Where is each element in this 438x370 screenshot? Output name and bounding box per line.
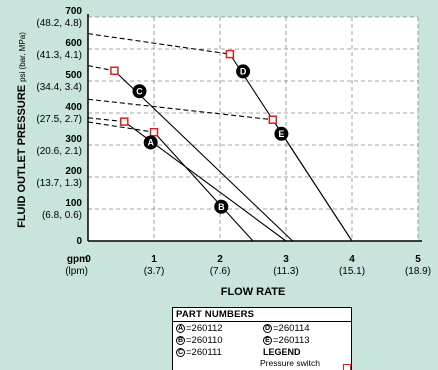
y-tick-sub-500: (34.4, 3.4) [36,82,82,93]
switch-marker-a [149,127,159,137]
series-label-d: D [236,64,251,79]
x-tick-sub-4: (15.1) [339,266,365,277]
legend-switch-row: Pressure switch opens [260,358,351,370]
series-label-b: B [214,199,229,214]
series-a-dashed [87,121,155,133]
part-e-circle: E [263,335,272,345]
legend-row-3: C =260111 LEGEND [173,346,351,358]
x-tick-5: 5 [415,254,421,265]
series-label-a-badge [143,135,158,150]
part-b-circle: B [176,335,185,345]
switch-marker-c [110,66,119,76]
part-e: E =260113 [260,335,347,346]
switch-marker-b [120,117,129,126]
series-a-solid [153,131,254,242]
part-d-number: =260114 [273,322,310,334]
series-label-c-badge [132,84,147,99]
part-e-number: =260113 [273,334,310,346]
legend-title: LEGEND [263,346,301,357]
legend-switch-text: Pressure switch opens [260,358,320,370]
y-axis-title: FLUID OUTLET PRESSURE psi (bar, MPa) [16,32,28,228]
switch-marker-d [225,49,235,59]
legend-row-2: B =260110 E =260113 [173,334,351,346]
y-tick-sub-700: (48.2, 4.8) [36,18,82,29]
series-label-d-text: D [240,67,247,77]
y-tick-400: 400 [65,102,82,113]
y-tick-sub-400: (27.5, 2.7) [36,114,82,125]
x-tick-3: 3 [283,254,289,265]
grid-lines [88,16,419,241]
x-tick-0: 0 [85,254,91,265]
part-c-number: =260111 [186,346,222,358]
series-c-solid [114,70,293,242]
series-label-e-text: E [278,129,284,139]
switch-markers [110,49,278,137]
series-label-a-text: A [147,138,154,148]
series-label-b-text: B [218,202,225,212]
series-label-b-badge [214,199,229,214]
series-b-dashed [87,117,125,123]
part-d-circle: D [263,323,272,333]
y-tick-labels: 0 100(6.8, 0.6) 200(13.7, 1.3) 300(20.6, 2.… [36,6,82,247]
series-e-dashed [87,98,273,121]
plot-area [88,17,418,241]
x-tick-sub-1: (3.7) [144,266,165,277]
y-tick-300: 300 [65,134,82,145]
y-axis-title-unit: psi (bar, MPa) [18,32,27,82]
x-tick-labels: 0 1(3.7) 2(7.6) 3(11.3) 4(15.1) 5(18.9) [85,254,431,277]
series-label-d-badge [236,64,251,79]
legend-switch-marker [343,364,351,370]
y-tick-700: 700 [65,6,82,17]
series-labels: A B C D E [132,64,289,214]
x-tick-sub-3: (11.3) [273,266,298,277]
part-c: C =260111 [173,347,260,358]
y-tick-sub-300: (20.6, 2.1) [36,146,82,157]
y-tick-sub-100: (6.8, 0.6) [42,210,82,221]
part-a-circle: A [176,323,185,333]
part-numbers-title: PART NUMBERS [173,308,351,322]
part-b-number: =260110 [186,334,223,346]
x-axis-title: FLOW RATE [221,286,286,298]
series-label-c-text: C [136,87,143,97]
switch-marker-e [268,115,278,124]
legend-row-1: A =260112 D =260114 [173,322,351,334]
x-unit-sub: (lpm) [65,266,88,277]
series-label-e: E [274,126,289,141]
y-tick-500: 500 [65,70,82,81]
part-b: B =260110 [173,335,260,346]
y-tick-sub-600: (41.3, 4.1) [36,50,82,61]
y-tick-200: 200 [65,166,82,177]
series-label-c: C [132,84,147,99]
series-e-solid [272,119,353,242]
y-tick-0: 0 [76,236,82,247]
part-a: A =260112 [173,323,260,334]
x-tick-sub-2: (7.6) [210,266,231,277]
x-tick-sub-5: (18.9) [405,266,431,277]
y-axis-title-main: FLUID OUTLET PRESSURE [16,85,28,228]
series-label-e-badge [274,126,289,141]
y-tick-sub-200: (13.7, 1.3) [36,178,82,189]
x-tick-2: 2 [217,254,223,265]
part-d: D =260114 [260,323,347,334]
series-c-dashed [87,65,115,72]
x-tick-1: 1 [151,254,157,265]
y-tick-600: 600 [65,38,82,49]
part-c-circle: C [176,347,185,357]
pressure-flow-chart: A B C D E 0 100(6.8, 0.6) 200(13.7, 1.3) 300(20… [16,6,431,298]
part-a-number: =260112 [186,322,223,334]
y-tick-100: 100 [65,198,82,209]
series-label-a: A [143,135,158,150]
x-unit-label: gpm [67,254,88,265]
axes [87,14,422,242]
part-numbers-legend: PART NUMBERS A =260112 D =260114 B =260110 … [172,307,352,370]
x-tick-4: 4 [349,254,355,265]
